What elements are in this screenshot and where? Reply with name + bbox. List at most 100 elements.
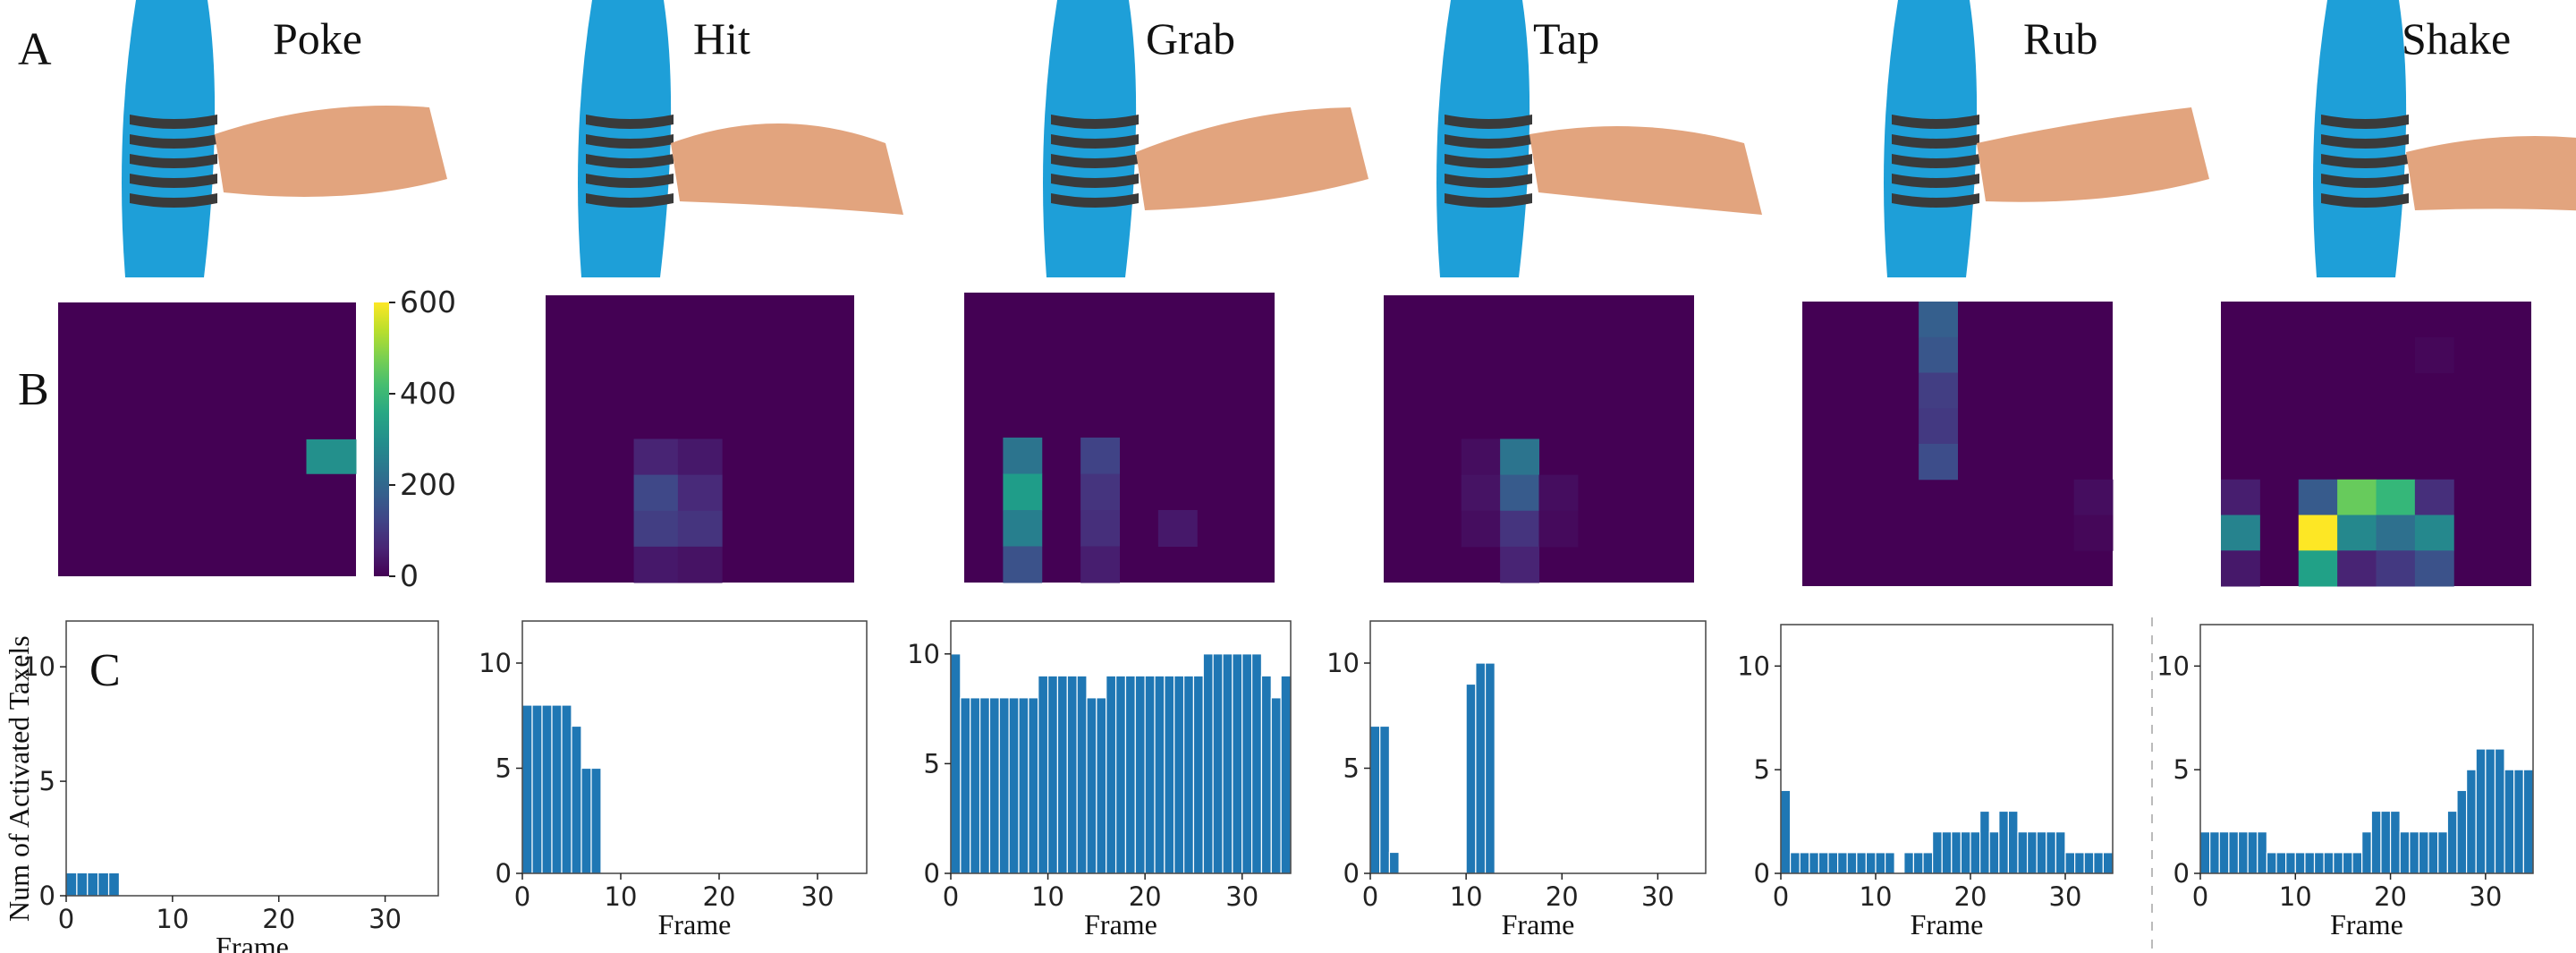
colorbar-gradient: [374, 302, 389, 576]
x-axis-title: Frame: [658, 908, 732, 940]
x-axis-title: Frame: [216, 931, 289, 953]
bar: [65, 872, 78, 897]
bar: [521, 704, 533, 874]
y-tick-label: 5: [1754, 754, 1770, 785]
heatmap-cell: [1919, 336, 1958, 373]
x-axis-title: Frame: [1084, 908, 1157, 940]
bar: [1174, 675, 1185, 874]
bar: [2446, 810, 2458, 874]
hand-shape: [1977, 107, 2209, 202]
bar: [1998, 810, 2010, 874]
bar: [2275, 852, 2287, 874]
bar: [1222, 653, 1233, 874]
bar: [1388, 851, 1400, 874]
x-tick-label: 30: [1641, 881, 1674, 912]
x-tick-label: 0: [58, 904, 74, 934]
heatmap-cell: [306, 439, 357, 474]
heatmap-cell: [1003, 546, 1043, 583]
heatmap-cell: [2073, 515, 2114, 551]
sensor-stripe: [1051, 154, 1139, 168]
sensor-stripe: [1892, 174, 1979, 188]
heatmap-cell: [1919, 302, 1958, 338]
heatmap-row: [58, 293, 2531, 587]
heatmap-cell: [677, 510, 723, 548]
heatmap-shake: [2221, 302, 2531, 587]
y-tick-label: 5: [924, 748, 940, 779]
sensor-stripe: [130, 134, 217, 149]
bar: [2466, 769, 2477, 874]
bar: [531, 704, 543, 874]
x-axis-title: Frame: [2330, 908, 2403, 940]
heatmap-cell: [1461, 438, 1501, 476]
x-tick-label: 0: [943, 881, 959, 912]
y-axis-title: Num of Activated Taxels: [3, 635, 35, 922]
hand-shape: [671, 123, 903, 215]
sensor-stripe: [1892, 115, 1979, 129]
bar: [1827, 852, 1839, 874]
plot-frame: [1780, 624, 2114, 874]
bar: [2342, 852, 2353, 874]
x-tick-label: 20: [1954, 881, 1987, 912]
bar: [1818, 852, 1829, 874]
bar: [2370, 810, 2382, 874]
bar: [2428, 831, 2439, 874]
x-tick-label: 0: [1773, 881, 1789, 912]
bar: [1912, 852, 1924, 874]
heatmap-cell: [633, 510, 679, 548]
bar: [1369, 725, 1381, 874]
bar: [1475, 662, 1487, 874]
heatmap-cell: [2414, 515, 2454, 551]
bar: [76, 872, 89, 897]
heatmap-cell: [677, 474, 723, 512]
bar: [2027, 831, 2038, 874]
y-tick-label: 10: [2157, 651, 2190, 681]
sensor-stripe: [1051, 115, 1139, 129]
sensor-stripe: [586, 193, 674, 208]
x-tick-label: 10: [1860, 881, 1893, 912]
bar: [1192, 675, 1204, 874]
y-tick-label: 10: [1326, 648, 1360, 678]
bar: [2093, 852, 2105, 874]
heatmap-cell: [633, 546, 679, 583]
bar: [1970, 831, 1981, 874]
sensor-stripe: [1445, 174, 1532, 188]
bar: [1988, 831, 2000, 874]
bar: [1484, 662, 1496, 874]
y-tick-label: 10: [479, 648, 512, 678]
x-tick-label: 30: [2049, 881, 2082, 912]
x-tick-label: 20: [1546, 881, 1579, 912]
bar: [1789, 852, 1801, 874]
bar: [2437, 831, 2448, 874]
heatmap-cell: [2221, 515, 2260, 551]
bar: [1182, 675, 1195, 874]
sensor-stripe: [1892, 154, 1979, 168]
heatmap-cell: [1461, 474, 1501, 512]
heatmap-cell: [1538, 474, 1579, 512]
bar: [2237, 831, 2249, 874]
bar: [1270, 697, 1282, 874]
heatmap-cell: [2298, 550, 2338, 587]
x-tick-label: 0: [514, 881, 530, 912]
y-tick-label: 0: [496, 858, 512, 889]
x-tick-label: 20: [2374, 881, 2407, 912]
heatmap-cell: [2376, 550, 2416, 587]
bar: [2247, 831, 2258, 874]
x-tick-label: 10: [605, 881, 638, 912]
heatmap-rub: [1802, 302, 2114, 586]
x-tick-label: 10: [1031, 881, 1064, 912]
x-tick-label: 30: [1225, 881, 1258, 912]
x-tick-label: 30: [369, 904, 402, 934]
bar: [1379, 725, 1391, 874]
sensor-stripe: [1051, 193, 1139, 208]
bar-chart-poke: 0 10 20 30 0 5 10 Frame: [22, 620, 439, 953]
bar: [2494, 748, 2505, 874]
bar: [1260, 675, 1272, 874]
sensor-stripe: [130, 115, 217, 129]
plot-frame: [950, 620, 1292, 874]
row-label-c: C: [89, 645, 121, 696]
bar: [580, 767, 592, 874]
photo-row: [122, 0, 2576, 277]
x-tick-label: 30: [2469, 881, 2502, 912]
photo-poke: [122, 0, 447, 277]
gesture-title-hit: Hit: [693, 13, 750, 64]
